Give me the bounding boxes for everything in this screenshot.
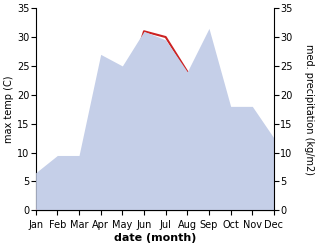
X-axis label: date (month): date (month) [114, 233, 196, 243]
Y-axis label: med. precipitation (kg/m2): med. precipitation (kg/m2) [304, 44, 314, 175]
Y-axis label: max temp (C): max temp (C) [4, 76, 14, 143]
